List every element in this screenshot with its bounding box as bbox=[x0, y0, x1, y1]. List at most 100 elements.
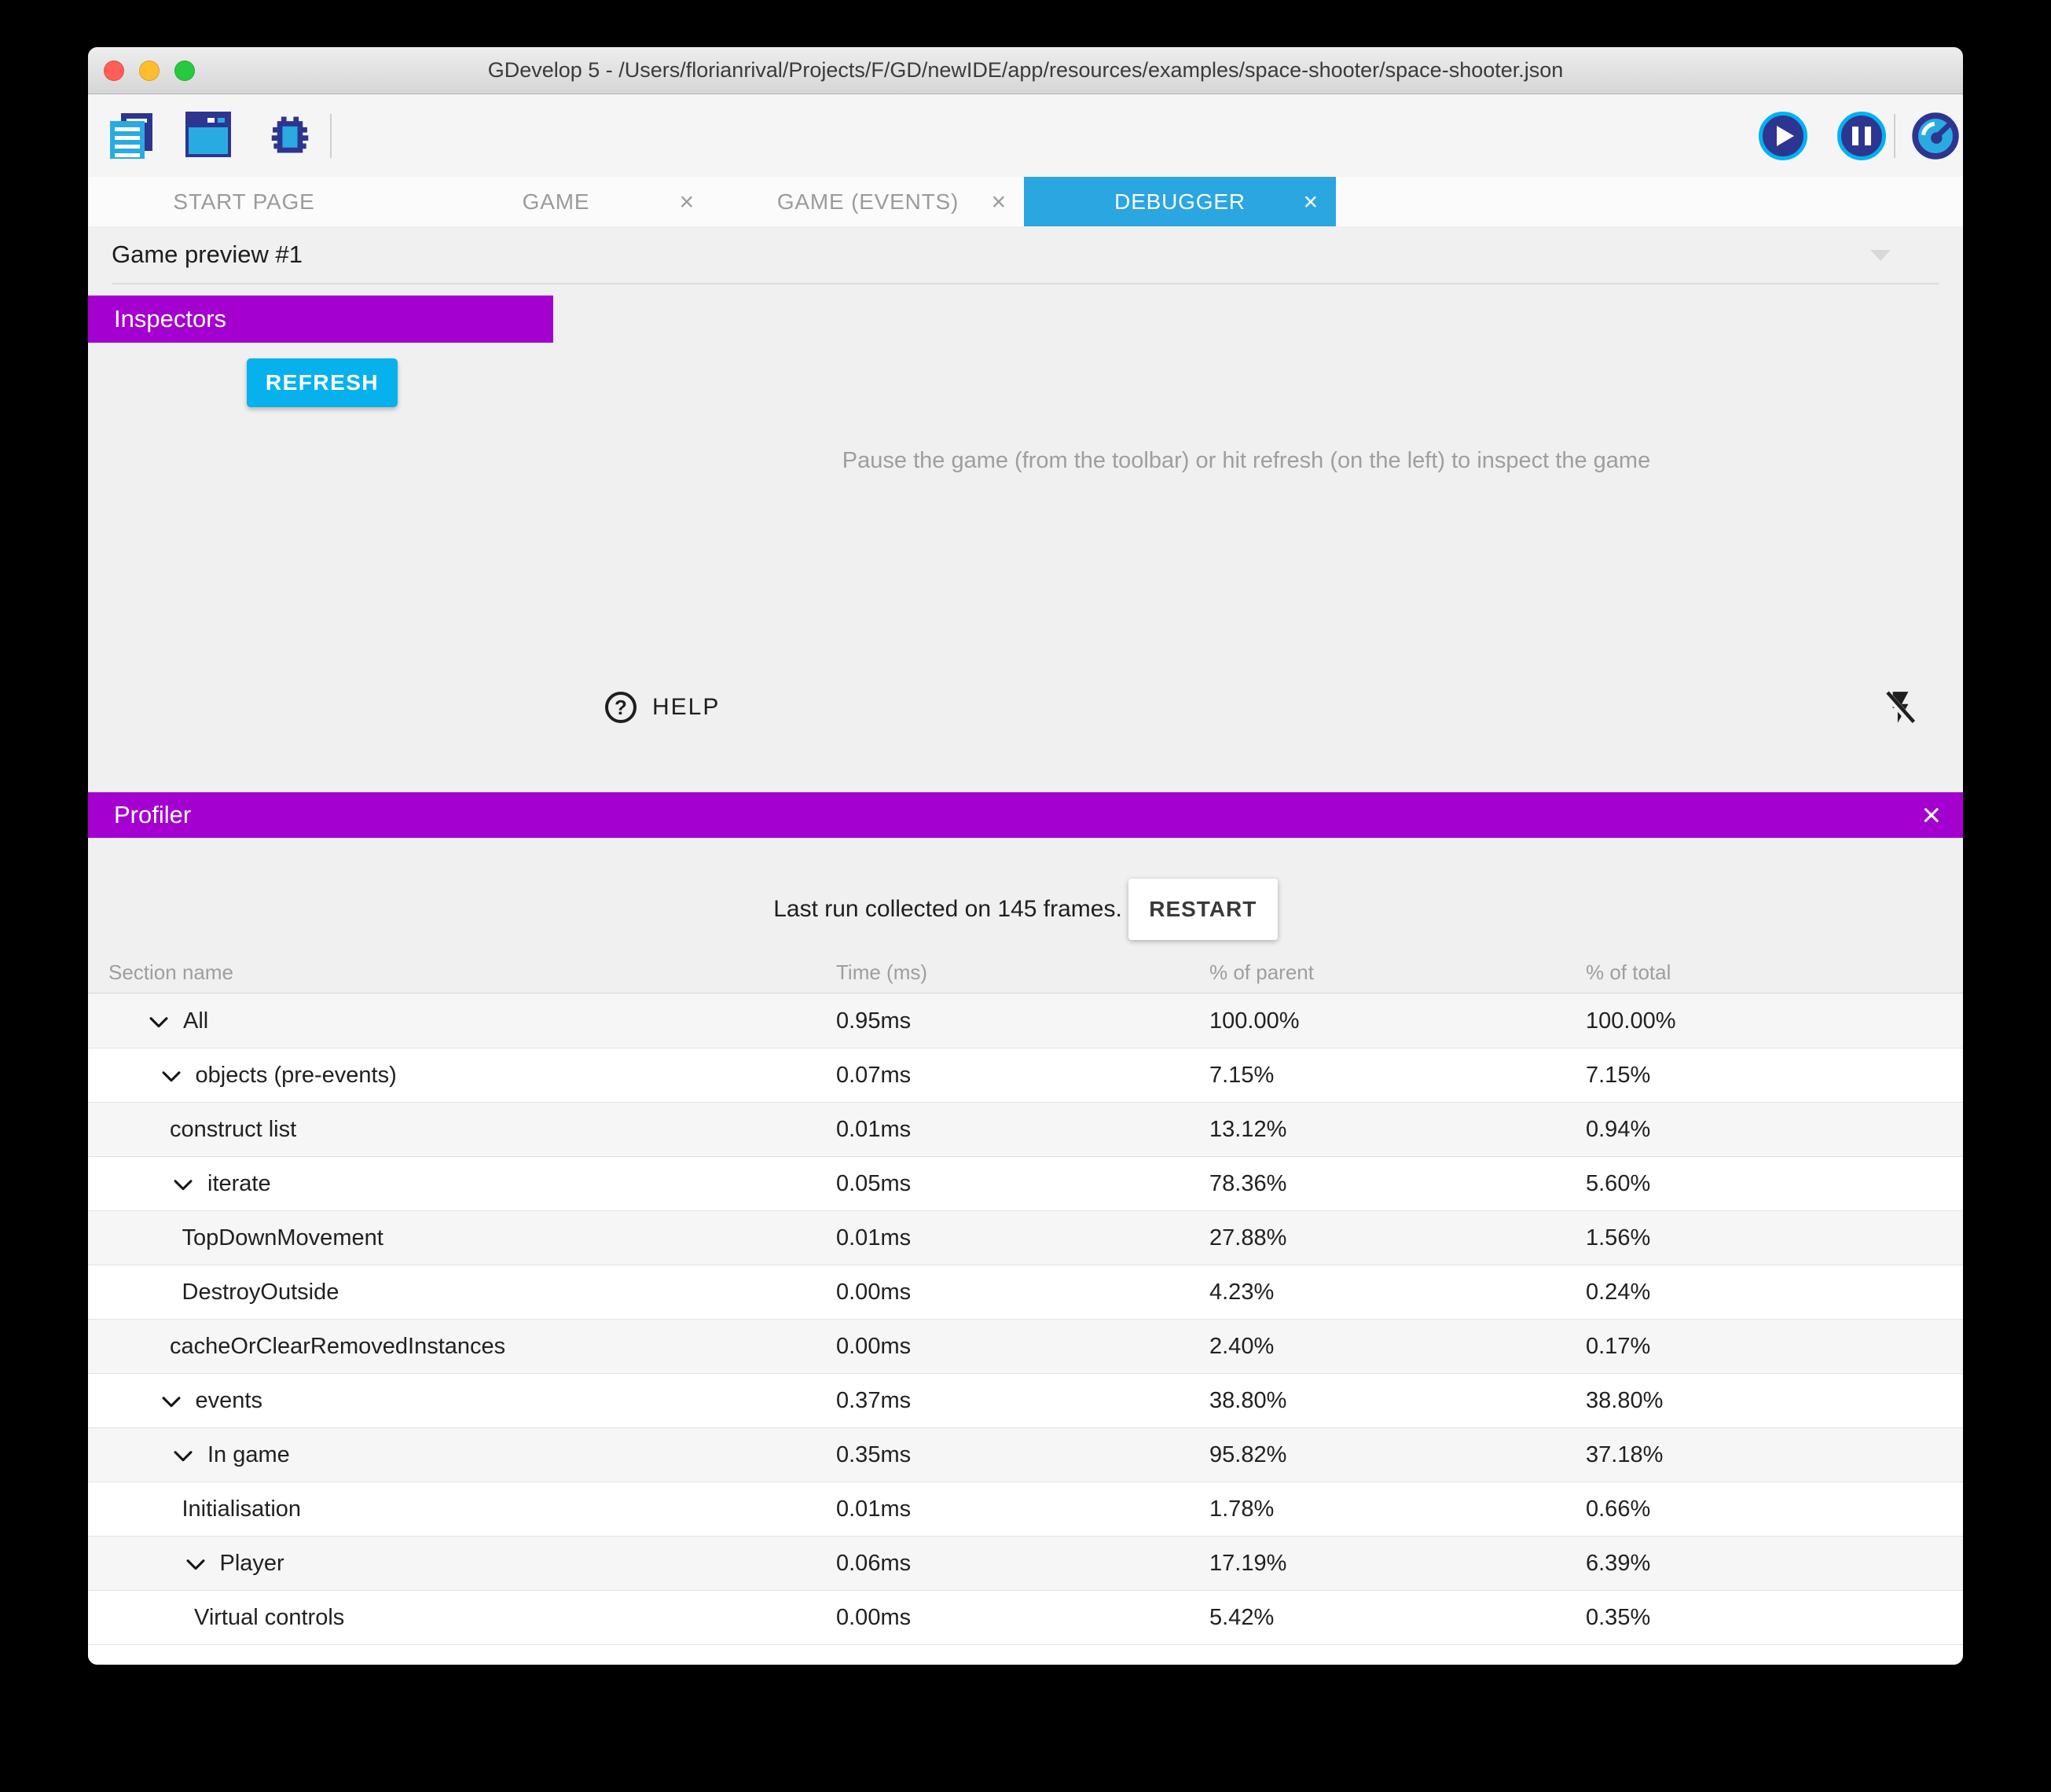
close-icon[interactable]: × bbox=[991, 187, 1007, 215]
scene-window-icon[interactable] bbox=[185, 112, 231, 157]
percent-total-value: 0.17% bbox=[1586, 1334, 1651, 1359]
close-icon[interactable]: × bbox=[679, 187, 695, 215]
table-row[interactable]: TopDownMovement 0.01ms 27.88% 1.56% bbox=[88, 1211, 1963, 1265]
row-name-cell: Player bbox=[88, 1537, 284, 1591]
profiler-header-label: Profiler bbox=[114, 801, 192, 828]
expand-chevron-icon[interactable] bbox=[158, 1388, 185, 1415]
profiler-table-body: All 0.95ms 100.00% 100.00% objects (pre-… bbox=[88, 994, 1963, 1665]
table-row[interactable]: iterate 0.05ms 78.36% 5.60% bbox=[88, 1157, 1963, 1211]
profiler-status-text: Last run collected on 145 frames. bbox=[773, 896, 1122, 922]
editor-tabbar: START PAGE GAME × GAME (EVENTS) × DEBUGG… bbox=[88, 177, 1963, 226]
main-toolbar bbox=[88, 94, 1963, 177]
percent-total-value: 38.80% bbox=[1586, 1388, 1664, 1413]
time-value: 0.37ms bbox=[836, 1388, 912, 1413]
expand-chevron-icon[interactable] bbox=[182, 1551, 209, 1577]
percent-parent-value: 38.80% bbox=[1209, 1388, 1287, 1413]
table-row[interactable]: events 0.37ms 38.80% 38.80% bbox=[88, 1374, 1963, 1428]
percent-parent-value: 5.42% bbox=[1209, 1605, 1275, 1630]
expand-chevron-icon[interactable] bbox=[170, 1171, 196, 1198]
window-minimize-button[interactable] bbox=[139, 61, 160, 81]
table-row[interactable]: All 0.95ms 100.00% 100.00% bbox=[88, 994, 1963, 1048]
help-icon: ? bbox=[605, 692, 637, 723]
titlebar: GDevelop 5 - /Users/florianrival/Project… bbox=[88, 47, 1963, 94]
time-value: 0.01ms bbox=[836, 1496, 912, 1522]
pause-bars bbox=[1852, 127, 1871, 145]
debugger-panel: Game preview #1 Inspectors REFRESH Pause… bbox=[88, 226, 1963, 792]
window-zoom-button[interactable] bbox=[174, 61, 195, 81]
percent-parent-value: 78.36% bbox=[1209, 1171, 1287, 1196]
tab-game-events[interactable]: GAME (EVENTS) × bbox=[712, 177, 1024, 226]
row-name-cell: DestroyOutside bbox=[88, 1265, 339, 1320]
section-name: All bbox=[183, 1008, 209, 1034]
table-row[interactable]: construct list 0.01ms 13.12% 0.94% bbox=[88, 1103, 1963, 1157]
row-name-cell: Virtual controls bbox=[88, 1591, 344, 1645]
refresh-button[interactable]: REFRESH bbox=[247, 358, 398, 407]
table-row[interactable]: DestroyOutside 0.00ms 4.23% 0.24% bbox=[88, 1265, 1963, 1320]
project-documents-icon[interactable] bbox=[108, 112, 157, 160]
help-button[interactable]: ? HELP bbox=[605, 692, 720, 723]
debugger-bug-icon[interactable] bbox=[266, 112, 314, 160]
tab-start-page[interactable]: START PAGE bbox=[88, 177, 400, 226]
restart-button[interactable]: RESTART bbox=[1128, 879, 1278, 940]
time-value: 0.00ms bbox=[836, 1605, 912, 1630]
tab-label: GAME (EVENTS) bbox=[776, 189, 959, 214]
header-percent-parent: % of parent bbox=[1209, 960, 1314, 984]
section-name: iterate bbox=[207, 1171, 271, 1196]
tab-debugger[interactable]: DEBUGGER × bbox=[1024, 177, 1336, 226]
percent-parent-value: 13.12% bbox=[1209, 1117, 1287, 1142]
percent-total-value: 37.18% bbox=[1586, 1442, 1664, 1467]
table-row[interactable]: objects (pre-events) 0.07ms 7.15% 7.15% bbox=[88, 1048, 1963, 1103]
percent-parent-value: 7.15% bbox=[1209, 1063, 1275, 1088]
profiler-status-row: Last run collected on 145 frames. RESTAR… bbox=[88, 874, 1963, 945]
window-close-button[interactable] bbox=[104, 61, 124, 81]
section-name: cacheOrClearRemovedInstances bbox=[170, 1334, 506, 1359]
row-name-cell: cacheOrClearRemovedInstances bbox=[88, 1320, 505, 1374]
table-row[interactable]: Player 0.06ms 17.19% 6.39% bbox=[88, 1537, 1963, 1591]
inspectors-header: Inspectors bbox=[88, 296, 553, 343]
profiler-gauge-icon[interactable] bbox=[1911, 112, 1960, 160]
row-name-cell: iterate bbox=[88, 1157, 271, 1211]
section-name: Player bbox=[219, 1551, 284, 1576]
preview-selector-row: Game preview #1 bbox=[112, 226, 1939, 285]
section-name: objects (pre-events) bbox=[195, 1063, 397, 1088]
tab-game[interactable]: GAME × bbox=[400, 177, 712, 226]
header-time: Time (ms) bbox=[836, 960, 928, 984]
close-icon[interactable]: × bbox=[1303, 187, 1319, 215]
row-name-cell: events bbox=[88, 1374, 262, 1428]
percent-total-value: 1.56% bbox=[1586, 1225, 1651, 1250]
play-triangle bbox=[1777, 126, 1794, 146]
time-value: 0.07ms bbox=[836, 1063, 912, 1088]
pause-icon[interactable] bbox=[1837, 112, 1886, 160]
percent-total-value: 0.94% bbox=[1586, 1117, 1651, 1142]
profiler-header: Profiler × bbox=[88, 792, 1963, 838]
section-name: Virtual controls bbox=[194, 1605, 345, 1630]
close-icon[interactable]: × bbox=[1921, 796, 1941, 833]
chevron-down-icon[interactable] bbox=[1870, 250, 1891, 261]
inspectors-header-label: Inspectors bbox=[114, 305, 227, 332]
table-row[interactable]: cacheOrClearRemovedInstances 0.00ms 2.40… bbox=[88, 1320, 1963, 1374]
inspector-hint-text: Pause the game (from the toolbar) or hit… bbox=[842, 448, 1651, 473]
row-name-cell: In game bbox=[88, 1428, 290, 1482]
section-name: In game bbox=[207, 1442, 290, 1467]
play-icon[interactable] bbox=[1759, 112, 1807, 160]
time-value: 0.06ms bbox=[836, 1551, 912, 1576]
table-row[interactable]: Virtual controls 0.00ms 5.42% 0.35% bbox=[88, 1591, 1963, 1645]
percent-total-value: 0.24% bbox=[1586, 1280, 1651, 1305]
percent-parent-value: 2.40% bbox=[1209, 1334, 1275, 1359]
time-value: 0.35ms bbox=[836, 1442, 912, 1467]
time-value: 0.05ms bbox=[836, 1171, 912, 1196]
expand-chevron-icon[interactable] bbox=[158, 1063, 185, 1089]
table-row[interactable]: In game 0.35ms 95.82% 37.18% bbox=[88, 1428, 1963, 1482]
expand-chevron-icon[interactable] bbox=[145, 1008, 172, 1035]
time-value: 0.00ms bbox=[836, 1280, 912, 1305]
percent-parent-value: 1.78% bbox=[1209, 1496, 1275, 1522]
percent-parent-value: 100.00% bbox=[1209, 1008, 1300, 1034]
table-row[interactable]: Initialisation 0.01ms 1.78% 0.66% bbox=[88, 1482, 1963, 1537]
tab-label: GAME bbox=[522, 189, 590, 214]
section-name: TopDownMovement bbox=[182, 1225, 383, 1250]
gdevelop-window: GDevelop 5 - /Users/florianrival/Project… bbox=[88, 47, 1963, 1665]
row-name-cell: construct list bbox=[88, 1103, 296, 1157]
flash-off-icon[interactable] bbox=[1880, 689, 1919, 732]
expand-chevron-icon[interactable] bbox=[170, 1442, 196, 1469]
header-percent-total: % of total bbox=[1586, 960, 1671, 984]
